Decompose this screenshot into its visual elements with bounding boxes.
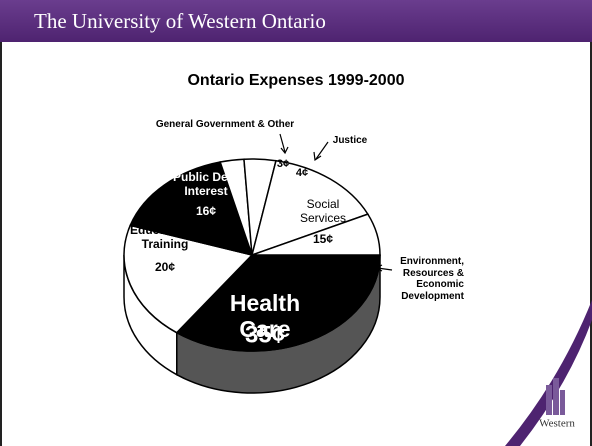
logo-text: Western: [539, 418, 575, 430]
value-label: 20¢: [155, 260, 175, 274]
category-label: General Government & Other: [155, 119, 295, 130]
pie-slice: [129, 161, 254, 257]
header-band: [0, 0, 592, 42]
pie-slice: [123, 224, 254, 334]
leader-lines: [279, 133, 393, 272]
category-label: Public Debt Interest: [172, 170, 239, 198]
pie-slice: [250, 159, 369, 257]
chart-title: Ontario Expenses 1999-2000: [187, 72, 405, 89]
value-label: 3¢: [277, 158, 289, 170]
pie-slice: [175, 254, 381, 352]
value-label: 7¢: [348, 264, 360, 276]
pie: [123, 158, 381, 394]
value-label: 4¢: [296, 167, 308, 179]
category-label: Justice: [332, 135, 368, 146]
value-label: 16¢: [196, 204, 216, 218]
value-label: 35¢: [245, 321, 285, 348]
logo-icon: [546, 378, 565, 415]
category-label: Education & Training: [129, 223, 200, 251]
category-label: Health Care: [229, 290, 301, 343]
category-label: Environment, Resources & Economic Develo…: [400, 256, 464, 302]
pie-slice: [251, 213, 381, 256]
value-label: 15¢: [313, 232, 333, 246]
category-label: Social Services: [299, 197, 346, 225]
header-title: The University of Western Ontario: [34, 9, 326, 33]
